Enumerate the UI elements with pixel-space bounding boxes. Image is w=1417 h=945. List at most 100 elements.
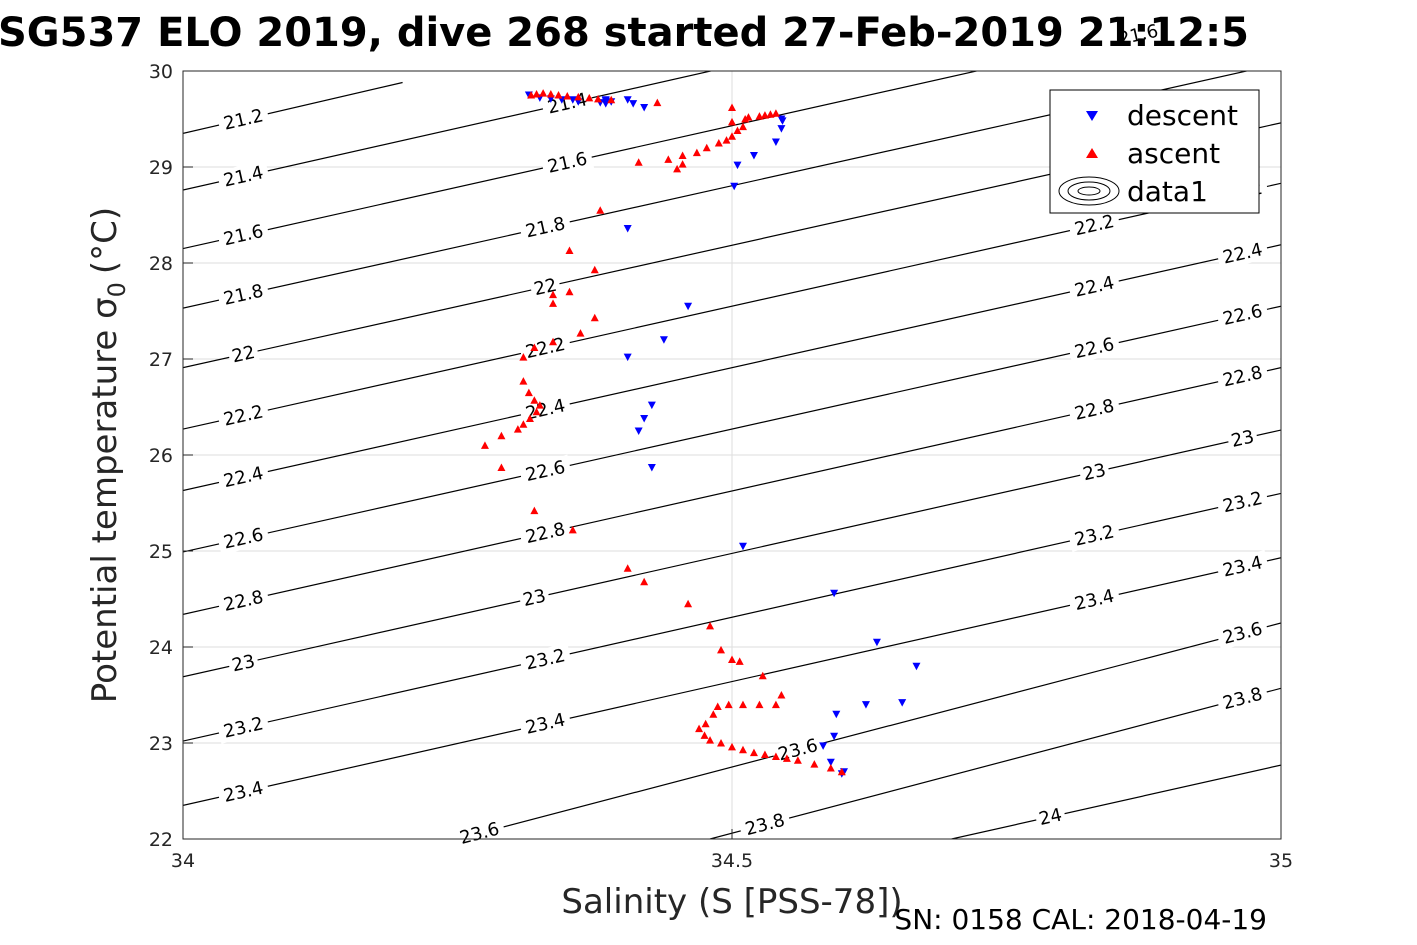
- ascent-point: [738, 745, 747, 754]
- descent-point: [659, 336, 668, 344]
- ascent-point: [728, 117, 736, 126]
- descent-point: [640, 103, 649, 112]
- descent-point: [832, 710, 841, 719]
- ascent-point: [535, 401, 544, 409]
- contour-label: 22.6: [216, 522, 271, 555]
- contour-label-bg: [540, 87, 595, 120]
- ascent-point: [692, 148, 701, 157]
- ascent-point: [497, 463, 506, 471]
- contour-label-bg: [1215, 237, 1270, 270]
- contour-label: 23.4: [1215, 550, 1270, 583]
- legend-box: [1049, 89, 1260, 214]
- ascent-point: [623, 564, 632, 572]
- contour-label-bg: [226, 340, 260, 369]
- y-tick-label: 30: [149, 61, 173, 83]
- ascent-point: [755, 112, 764, 120]
- ascent-point: [574, 92, 583, 101]
- ascent-point: [714, 139, 723, 147]
- contour-label-bg: [216, 584, 271, 618]
- contour-label-bg: [1067, 331, 1122, 365]
- ascent-point: [525, 414, 534, 423]
- ascent-point: [653, 98, 662, 107]
- ascent-point: [766, 110, 775, 118]
- descent-point: [623, 224, 632, 233]
- contour-label-bg: [1215, 681, 1270, 716]
- legend-descent-label: descent: [1127, 99, 1238, 132]
- ascent-point: [563, 91, 572, 100]
- contour-label-bg: [1215, 550, 1270, 583]
- ascent-point: [546, 90, 555, 98]
- ascent-point: [530, 506, 539, 515]
- ascent-point: [695, 724, 704, 733]
- ascent-point: [684, 599, 693, 608]
- ascent-point: [549, 290, 558, 299]
- ascent-point: [519, 353, 528, 361]
- descent-point: [912, 662, 921, 671]
- ascent-point: [728, 103, 736, 111]
- ascent-point: [513, 425, 522, 433]
- ascent-point: [607, 95, 616, 104]
- contour-line: [183, 71, 980, 250]
- descent-point: [647, 463, 656, 472]
- y-tick-label: 23: [149, 733, 173, 755]
- x-axis-label: Salinity (S [PSS-78]): [561, 882, 902, 922]
- ascent-point: [549, 337, 558, 346]
- contour-label-bg: [1067, 270, 1122, 303]
- contour-label: 22.2: [518, 331, 573, 365]
- ascent-point: [594, 94, 603, 103]
- ascent-point: [738, 122, 747, 131]
- contour-label-bg: [216, 399, 271, 432]
- ascent-point: [519, 420, 528, 428]
- data-points: [480, 89, 921, 778]
- contour-label-bg: [1111, 18, 1166, 51]
- contour-line: [183, 71, 714, 191]
- ascent-point: [837, 767, 846, 776]
- descent-point: [684, 302, 693, 311]
- descent-point: [623, 353, 632, 362]
- descent-point: [826, 758, 835, 767]
- contour-label-bg: [518, 454, 573, 488]
- ascent-point: [724, 700, 733, 709]
- ascent-point: [810, 760, 819, 768]
- y-tick-label: 29: [149, 157, 173, 179]
- axis-ticks: 34 34.5 35 22 23 24 25 26 27 28 29 30: [149, 61, 1293, 872]
- contour-label-bg: [517, 583, 551, 612]
- descent-point: [629, 100, 638, 108]
- legend-ascent-marker: [1086, 148, 1098, 158]
- x-tick-label: 35: [1269, 850, 1293, 872]
- descent-point: [738, 542, 747, 551]
- contour-label-text: 23: [230, 651, 257, 677]
- contour-label-bg: [1067, 208, 1122, 242]
- contour-label: 21.6: [1111, 18, 1166, 51]
- contour-label-bg: [518, 643, 573, 676]
- x-tick-label: 34: [171, 850, 195, 872]
- contour-label-bg: [1067, 519, 1122, 552]
- ascent-point: [480, 441, 489, 449]
- x-tick-label: 34.5: [711, 850, 753, 872]
- contour-label: 23: [226, 649, 260, 678]
- contour-label: 22: [226, 340, 260, 369]
- contour-label-bg: [540, 146, 595, 179]
- ascent-point: [717, 645, 726, 654]
- contour-label-bg: [1215, 616, 1270, 651]
- ascent-point: [741, 115, 750, 123]
- contour-label-text: 22: [230, 342, 257, 367]
- ascent-point: [565, 246, 574, 255]
- ascent-point: [530, 396, 539, 404]
- ascent-point: [497, 431, 506, 440]
- contour-label: 23: [517, 583, 551, 612]
- contour-label: 23: [1226, 424, 1260, 453]
- ascent-point: [728, 742, 736, 751]
- contour-label-bg: [216, 775, 271, 809]
- contour-label-bg: [216, 711, 271, 744]
- ascent-point: [749, 748, 758, 757]
- ascent-point: [701, 719, 710, 728]
- descent-point: [872, 638, 881, 647]
- ascent-point: [532, 407, 541, 416]
- ascent-point: [728, 132, 736, 140]
- ascent-point: [709, 710, 718, 718]
- y-axis-label: Potential temperature σ0(°C): [85, 207, 131, 703]
- descent-point: [778, 117, 787, 125]
- contour-label: 21.2: [216, 103, 271, 136]
